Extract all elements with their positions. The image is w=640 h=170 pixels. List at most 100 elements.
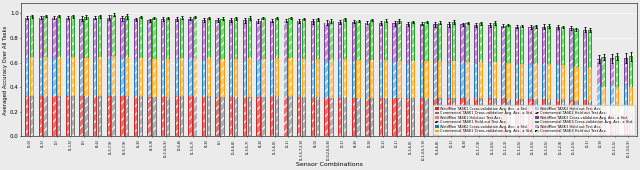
- Bar: [548, 65, 550, 100]
- Bar: [244, 61, 246, 97]
- Bar: [325, 62, 328, 98]
- Bar: [575, 30, 577, 68]
- Bar: [57, 57, 61, 96]
- Bar: [351, 22, 356, 61]
- Bar: [521, 99, 523, 136]
- Bar: [194, 18, 196, 58]
- Bar: [276, 59, 278, 97]
- Bar: [261, 18, 266, 59]
- Bar: [275, 18, 279, 58]
- Bar: [317, 20, 319, 60]
- Bar: [113, 15, 115, 57]
- Bar: [452, 98, 456, 136]
- Bar: [357, 21, 360, 61]
- Bar: [426, 62, 428, 98]
- Bar: [257, 21, 260, 61]
- Bar: [154, 97, 156, 136]
- Bar: [616, 88, 618, 114]
- Bar: [79, 19, 84, 59]
- Bar: [298, 21, 301, 61]
- Bar: [438, 23, 442, 61]
- Bar: [207, 96, 211, 136]
- Bar: [58, 17, 60, 57]
- Bar: [547, 64, 551, 99]
- Bar: [303, 59, 305, 97]
- Bar: [99, 17, 101, 57]
- Bar: [467, 62, 468, 98]
- Bar: [452, 23, 455, 62]
- Bar: [424, 22, 429, 61]
- Bar: [561, 99, 565, 136]
- Bar: [248, 58, 252, 97]
- Bar: [520, 99, 524, 136]
- Bar: [624, 112, 628, 136]
- Bar: [284, 97, 288, 136]
- Bar: [324, 98, 329, 136]
- Bar: [302, 97, 307, 136]
- Bar: [371, 98, 373, 136]
- Bar: [465, 23, 470, 62]
- Bar: [542, 27, 547, 64]
- Bar: [94, 59, 97, 96]
- Bar: [392, 62, 397, 98]
- Bar: [406, 24, 410, 63]
- Bar: [25, 18, 29, 58]
- Bar: [339, 98, 341, 136]
- Bar: [628, 112, 633, 136]
- Bar: [460, 98, 465, 136]
- Bar: [379, 98, 383, 136]
- Bar: [189, 20, 191, 60]
- Bar: [433, 24, 438, 63]
- Bar: [501, 98, 506, 136]
- Bar: [460, 63, 465, 98]
- Bar: [584, 31, 586, 67]
- Bar: [574, 67, 579, 101]
- Bar: [344, 20, 346, 60]
- Bar: [126, 17, 129, 57]
- Bar: [98, 96, 102, 136]
- Bar: [380, 98, 382, 136]
- Bar: [81, 96, 83, 136]
- Bar: [298, 61, 301, 97]
- Bar: [521, 64, 523, 99]
- Bar: [448, 98, 450, 136]
- Bar: [420, 24, 424, 63]
- Bar: [529, 65, 532, 99]
- Bar: [583, 67, 588, 100]
- Bar: [72, 17, 74, 57]
- Bar: [383, 98, 388, 136]
- Bar: [220, 19, 225, 59]
- Bar: [113, 57, 115, 96]
- Bar: [189, 60, 191, 97]
- Bar: [40, 59, 42, 96]
- Bar: [120, 96, 125, 136]
- Bar: [30, 96, 34, 136]
- Bar: [452, 98, 455, 136]
- Bar: [99, 57, 101, 96]
- Bar: [57, 16, 61, 57]
- Bar: [630, 87, 632, 112]
- Bar: [261, 59, 266, 97]
- Bar: [325, 98, 328, 136]
- Bar: [407, 98, 410, 136]
- Bar: [40, 96, 42, 136]
- Bar: [126, 57, 129, 96]
- Bar: [353, 98, 355, 136]
- Bar: [67, 18, 69, 59]
- Bar: [311, 98, 315, 136]
- Bar: [289, 96, 292, 136]
- Bar: [216, 60, 220, 97]
- Bar: [81, 20, 83, 59]
- Bar: [392, 23, 397, 62]
- Bar: [40, 18, 42, 59]
- Bar: [66, 58, 70, 96]
- Bar: [262, 97, 264, 136]
- Bar: [630, 57, 632, 87]
- Bar: [276, 97, 278, 136]
- Bar: [365, 23, 369, 61]
- Bar: [275, 58, 279, 96]
- Bar: [461, 63, 464, 98]
- Bar: [44, 96, 48, 136]
- Bar: [353, 23, 355, 62]
- Bar: [216, 61, 219, 97]
